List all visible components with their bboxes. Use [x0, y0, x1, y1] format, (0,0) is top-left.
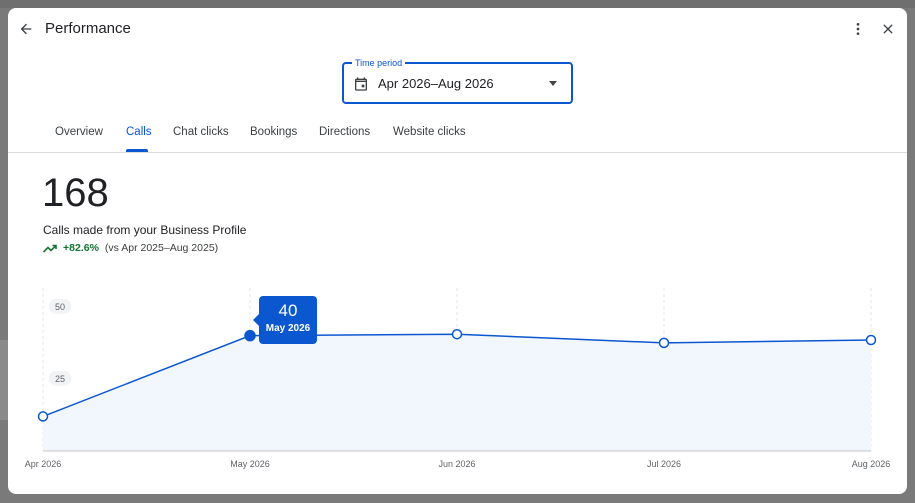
tab-calls[interactable]: Calls — [126, 126, 152, 138]
x-tick-label: Jun 2026 — [438, 459, 475, 469]
data-point — [451, 328, 463, 340]
tab-bookings[interactable]: Bookings — [250, 126, 298, 138]
tab-directions[interactable]: Directions — [319, 126, 371, 138]
change-percent: +82.6% — [63, 242, 99, 254]
performance-dialog: Performance Time period Apr 2026–Aug 202… — [8, 8, 907, 494]
tab-overview[interactable]: Overview — [55, 126, 103, 138]
time-period-select[interactable]: Time period Apr 2026–Aug 2026 — [342, 57, 573, 104]
y-tick-label: 25 — [55, 374, 65, 384]
tab-website-clicks[interactable]: Website clicks — [393, 126, 466, 138]
more-options-button[interactable] — [846, 17, 870, 41]
time-period-label: Time period — [352, 57, 406, 69]
calls-chart: 50 25 Apr 2026 May 2026 Jun 2026 Jul 2026 Aug … — [25, 288, 891, 469]
page-title: Performance — [45, 20, 131, 37]
y-tick-pill — [49, 298, 71, 314]
arrow-back-icon — [20, 23, 32, 35]
dropdown-arrow-icon — [549, 81, 557, 86]
back-button[interactable] — [14, 17, 38, 41]
tooltip-label: May 2026 — [265, 323, 311, 334]
time-period-value: Apr 2026–Aug 2026 — [378, 76, 494, 91]
x-tick-label: Jul 2026 — [647, 459, 681, 469]
chart-area — [43, 334, 871, 451]
active-tab-indicator — [126, 149, 148, 152]
x-tick-label: Apr 2026 — [25, 459, 62, 469]
y-tick-pill — [49, 370, 71, 386]
metric-description: Calls made from your Business Profile — [43, 223, 247, 237]
data-point — [658, 337, 670, 349]
close-button[interactable] — [876, 17, 900, 41]
data-point — [37, 411, 49, 422]
data-point — [244, 329, 256, 342]
backdrop — [0, 0, 915, 8]
y-tick-label: 50 — [55, 302, 65, 312]
tooltip-value: 40 — [278, 301, 298, 320]
backdrop-panel — [0, 340, 8, 420]
x-tick-label: May 2026 — [230, 459, 270, 469]
close-icon — [883, 24, 893, 34]
metric-tabs: Overview Calls Chat clicks Bookings Dire… — [8, 120, 907, 153]
data-tooltip: 40 May 2026 — [253, 296, 317, 344]
trending-up-icon — [43, 244, 57, 253]
dialog-header: Performance — [8, 8, 907, 50]
tab-chat-clicks[interactable]: Chat clicks — [173, 126, 229, 138]
metric-trend: +82.6% (vs Apr 2025–Aug 2025) — [43, 242, 218, 254]
data-point — [865, 334, 877, 346]
metric-total: 168 — [42, 171, 109, 215]
more-vert-icon — [856, 23, 860, 35]
x-tick-label: Aug 2026 — [852, 459, 891, 469]
calendar-icon — [355, 77, 367, 91]
comparison-period: (vs Apr 2025–Aug 2025) — [104, 242, 219, 254]
